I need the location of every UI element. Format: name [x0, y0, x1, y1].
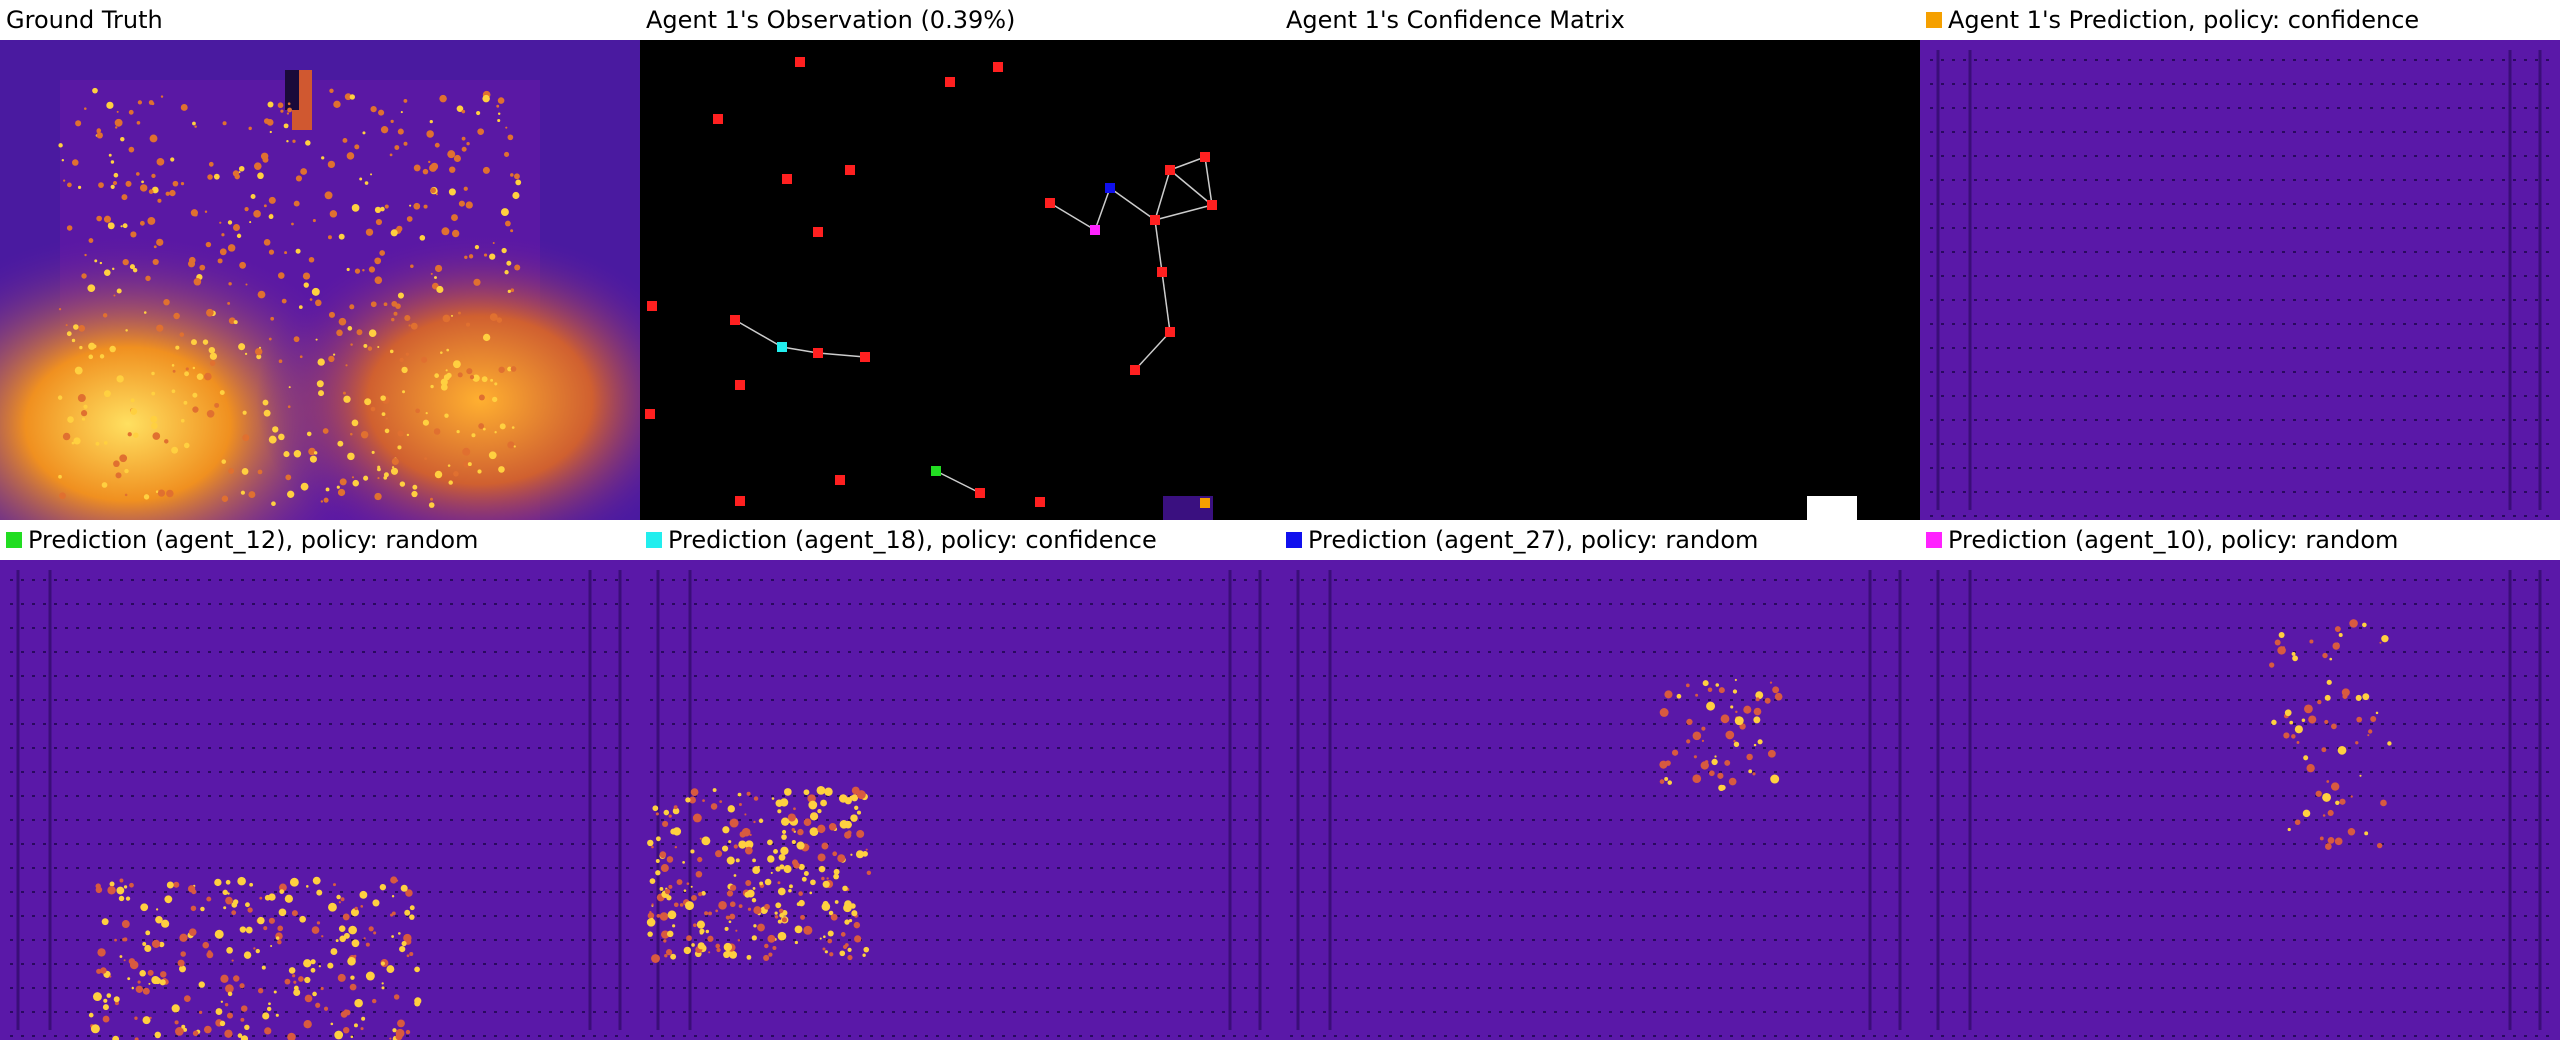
- agent-color-swatch: [1286, 532, 1302, 548]
- agent-marker: [1207, 200, 1217, 210]
- agent-marker: [1165, 165, 1175, 175]
- agent-marker: [1157, 267, 1167, 277]
- panel-title: Agent 1's Observation (0.39%): [640, 0, 1280, 40]
- agent-marker: [713, 114, 723, 124]
- panel-title: Prediction (agent_12), policy: random: [0, 520, 640, 560]
- agent-marker: [782, 174, 792, 184]
- prediction-heatmap: [0, 560, 640, 1040]
- agent-marker: [777, 342, 787, 352]
- panel-title: Prediction (agent_18), policy: confidenc…: [640, 520, 1280, 560]
- panel-title-text: Prediction (agent_10), policy: random: [1948, 526, 2399, 554]
- confidence-matrix: [1280, 40, 1920, 520]
- panel-prediction-agent10: Prediction (agent_10), policy: random: [1920, 520, 2560, 1040]
- agent-marker: [645, 409, 655, 419]
- prediction-image: [1920, 560, 2560, 1040]
- panel-prediction-agent18: Prediction (agent_18), policy: confidenc…: [640, 520, 1280, 1040]
- prediction-image: [640, 560, 1280, 1040]
- agent-color-swatch: [6, 532, 22, 548]
- agent-marker: [735, 380, 745, 390]
- agent-marker: [735, 496, 745, 506]
- panel-observation: Agent 1's Observation (0.39%): [640, 0, 1280, 520]
- agent-marker: [1035, 497, 1045, 507]
- panel-title: Ground Truth: [0, 0, 640, 40]
- agent-marker: [1105, 183, 1115, 193]
- agent-marker: [975, 488, 985, 498]
- agent-marker: [1165, 327, 1175, 337]
- agent-edges: [734, 156, 1213, 494]
- agent-marker: [1150, 215, 1160, 225]
- panel-prediction-agent12: Prediction (agent_12), policy: random: [0, 520, 640, 1040]
- panel-confidence: Agent 1's Confidence Matrix: [1280, 0, 1920, 520]
- panel-title-text: Agent 1's Observation (0.39%): [646, 6, 1016, 34]
- agent-marker: [993, 62, 1003, 72]
- agent-marker: [813, 227, 823, 237]
- panel-title-text: Prediction (agent_27), policy: random: [1308, 526, 1759, 554]
- agent-marker: [845, 165, 855, 175]
- panel-title-text: Ground Truth: [6, 6, 163, 34]
- panel-ground-truth: Ground Truth: [0, 0, 640, 520]
- agent-marker: [945, 77, 955, 87]
- panel-title-text: Prediction (agent_18), policy: confidenc…: [668, 526, 1157, 554]
- agent-marker: [1200, 498, 1210, 508]
- agent-marker: [835, 475, 845, 485]
- panel-title-text: Agent 1's Prediction, policy: confidence: [1948, 6, 2420, 34]
- agent-marker: [1130, 365, 1140, 375]
- agent-marker: [795, 57, 805, 67]
- ground-truth-heatmap: [0, 40, 640, 520]
- prediction-heatmap: [1280, 560, 1920, 1040]
- panel-title: Prediction (agent_27), policy: random: [1280, 520, 1920, 560]
- agent-color-swatch: [646, 532, 662, 548]
- prediction-image: [0, 560, 640, 1040]
- agent-marker: [1200, 152, 1210, 162]
- panel-prediction-agent1: Agent 1's Prediction, policy: confidence: [1920, 0, 2560, 520]
- prediction-image: [1280, 560, 1920, 1040]
- agent-marker: [1090, 225, 1100, 235]
- agent-marker: [931, 466, 941, 476]
- ground-truth-image: [0, 40, 640, 520]
- agent-marker: [730, 315, 740, 325]
- prediction-heatmap: [640, 560, 1280, 1040]
- panel-title-text: Agent 1's Confidence Matrix: [1286, 6, 1625, 34]
- observation-image: [640, 40, 1280, 520]
- agent-marker: [1045, 198, 1055, 208]
- agent-marker: [860, 352, 870, 362]
- agent-color-swatch: [1926, 532, 1942, 548]
- prediction-heatmap: [1920, 560, 2560, 1040]
- confidence-image: [1280, 40, 1920, 520]
- panel-prediction-agent27: Prediction (agent_27), policy: random: [1280, 520, 1920, 1040]
- agent-marker: [813, 348, 823, 358]
- panel-title-text: Prediction (agent_12), policy: random: [28, 526, 479, 554]
- observation-graph: [640, 40, 1280, 520]
- agent-color-swatch: [1926, 12, 1942, 28]
- panel-title: Agent 1's Prediction, policy: confidence: [1920, 0, 2560, 40]
- panel-title: Agent 1's Confidence Matrix: [1280, 0, 1920, 40]
- agent-marker: [647, 301, 657, 311]
- prediction-heatmap: [1920, 40, 2560, 520]
- panel-title: Prediction (agent_10), policy: random: [1920, 520, 2560, 560]
- prediction-image: [1920, 40, 2560, 520]
